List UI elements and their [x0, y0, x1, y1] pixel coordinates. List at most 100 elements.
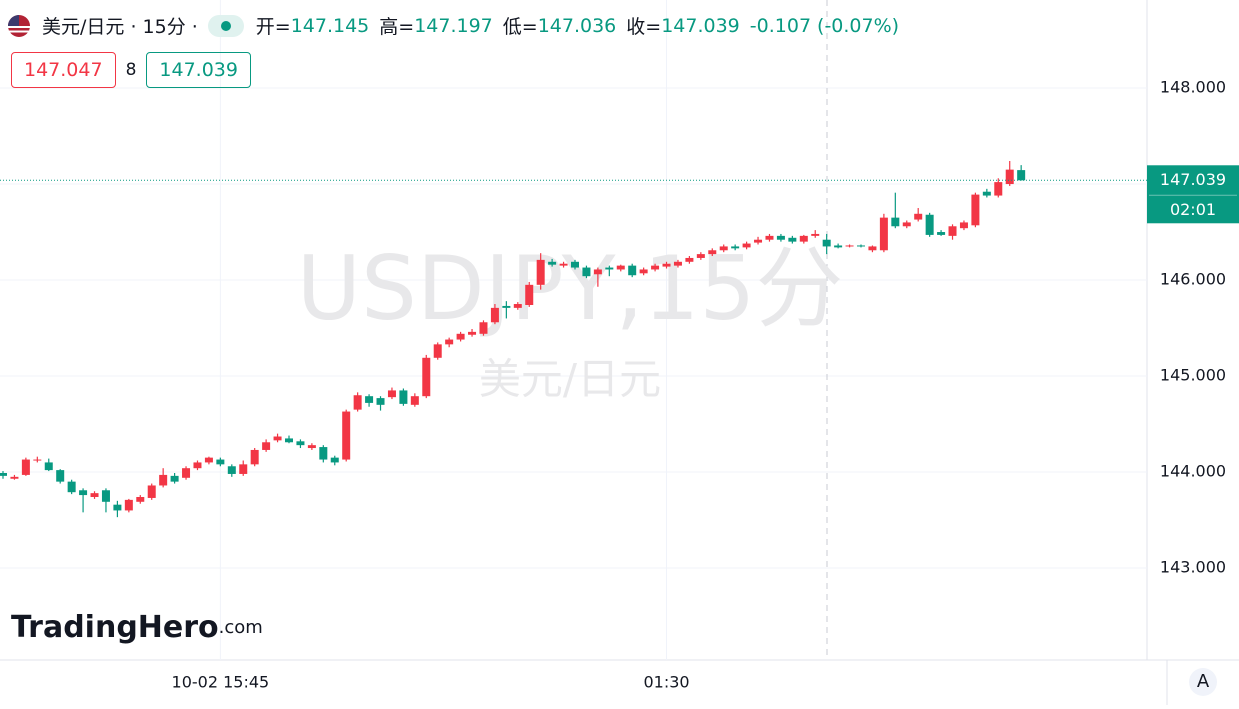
bid[interactable]: 147.047	[11, 52, 116, 88]
candle-body	[273, 436, 282, 441]
candle-body	[307, 445, 316, 449]
candle-body	[982, 191, 991, 196]
candle-body	[21, 459, 30, 475]
candle-body	[994, 182, 1003, 196]
watermark-sub: 美元/日元	[479, 355, 661, 404]
candle-body	[90, 493, 99, 497]
candle-body	[799, 235, 808, 242]
candle-body	[1017, 170, 1026, 181]
candle-body	[548, 261, 557, 265]
change-pct: (-0.07%)	[817, 14, 900, 37]
candle-body	[216, 459, 225, 465]
ohlc-label: 高=	[379, 16, 415, 38]
candle-body	[571, 261, 579, 268]
candle-body	[376, 398, 385, 405]
candle-body	[399, 390, 408, 404]
candle-body	[673, 261, 682, 266]
candle-body	[0, 472, 7, 476]
candle-body	[285, 438, 293, 443]
candle-body	[593, 269, 602, 275]
scale-button-label[interactable]: A	[1197, 671, 1210, 692]
price-tag-label: 147.039	[1160, 170, 1226, 189]
candle-body	[971, 194, 980, 226]
candle-body	[410, 396, 419, 405]
y-tick-label: 148.000	[1160, 78, 1226, 97]
status-pill[interactable]	[207, 14, 244, 37]
candle-body	[113, 504, 122, 511]
candle-body	[182, 468, 191, 478]
candle-body	[754, 239, 763, 243]
x-tick-label: 01:30	[643, 673, 689, 692]
candle-body	[445, 339, 454, 345]
candle-body	[296, 441, 305, 446]
candle-body	[525, 284, 534, 305]
candle-body	[513, 304, 522, 308]
candle-body	[708, 250, 717, 255]
y-tick-label: 146.000	[1160, 270, 1226, 289]
candle-body	[490, 307, 499, 323]
candle-body	[330, 457, 339, 463]
candle-body	[811, 233, 820, 236]
candle-body	[33, 459, 42, 461]
logo: TradingHero.com	[11, 610, 263, 645]
candle-body	[879, 217, 888, 251]
logo-name: TradingHero	[11, 610, 219, 645]
candle-body	[468, 331, 477, 335]
candle-body	[857, 245, 865, 247]
ohlc-label: 收=	[626, 16, 662, 38]
candle-body	[868, 246, 877, 251]
quotes: 147.047 8 147.039	[11, 52, 251, 88]
candle-body	[10, 476, 19, 479]
candle-body	[685, 257, 694, 262]
ohlc-label: 开=	[255, 16, 291, 38]
candle-body	[56, 470, 65, 482]
candle-body	[44, 462, 53, 471]
x-tick-label: 10-02 15:45	[172, 673, 270, 692]
candle-body	[891, 217, 900, 227]
y-tick-label: 145.000	[1160, 366, 1226, 385]
candle-body	[250, 449, 259, 465]
candle-body	[147, 485, 156, 498]
candle-body	[925, 214, 934, 235]
candle-body	[387, 390, 396, 398]
candle-body	[239, 464, 248, 474]
candle-body	[834, 245, 843, 248]
candle-body	[948, 226, 957, 236]
candle-body	[433, 344, 442, 358]
candle-body	[731, 246, 740, 249]
candle-body	[616, 265, 625, 270]
candle-body	[845, 245, 854, 247]
symbol: 美元/日元 · 15分 ·	[42, 16, 198, 38]
candle-body	[67, 481, 76, 493]
ask[interactable]: 147.039	[146, 52, 251, 88]
candle-body	[959, 222, 968, 229]
header: 美元/日元 · 15分 · 开= 147.145 高= 147.197 低= 147.…	[8, 12, 909, 39]
candle-body	[536, 259, 545, 285]
logo-suffix: .com	[219, 617, 263, 638]
watermark: USDJPY,15分	[297, 237, 844, 340]
spread: 8	[125, 60, 137, 80]
candle-body	[479, 322, 488, 334]
candle-body	[101, 490, 110, 502]
candle-body	[124, 499, 133, 511]
candle-body	[422, 357, 431, 397]
candle-body	[353, 395, 362, 410]
candle-body	[788, 237, 797, 242]
candle-body	[193, 462, 202, 469]
candle-body	[902, 222, 911, 227]
candle-body	[502, 305, 511, 308]
ohlc-value: 147.197	[414, 14, 493, 37]
candle-body	[79, 490, 88, 496]
candle-body	[582, 267, 591, 277]
change: -0.107	[749, 14, 812, 37]
candle-body	[159, 474, 168, 486]
candle-body	[822, 239, 831, 247]
candle-body	[605, 267, 614, 270]
candle-body	[628, 265, 637, 276]
scale-button[interactable]	[1189, 668, 1217, 696]
candle-body	[937, 232, 946, 235]
candle-body	[319, 447, 328, 460]
ohlc-value: 147.036	[537, 14, 617, 37]
flag-icon	[8, 14, 30, 37]
